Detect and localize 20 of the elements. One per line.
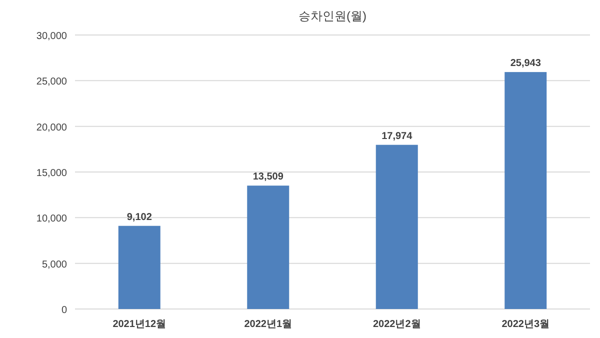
- bar: [118, 226, 160, 309]
- data-label: 13,509: [252, 172, 284, 183]
- data-label: 17,974: [382, 130, 413, 142]
- x-tick-label: 2022년1월: [244, 319, 292, 330]
- chart-title: 승차인원(월): [298, 9, 366, 23]
- x-tick-label: 2021년12월: [112, 319, 166, 330]
- bar: [376, 144, 418, 309]
- y-tick-label: 5,000: [42, 259, 68, 270]
- data-label: 9,102: [126, 212, 152, 223]
- y-tick-label: 25,000: [36, 76, 68, 88]
- x-tick-label: 2022년3월: [502, 319, 550, 330]
- x-tick-label: 2022년2월: [372, 319, 421, 330]
- bar: [247, 186, 290, 309]
- data-label: 25,943: [510, 58, 542, 70]
- y-tick-label: 15,000: [36, 168, 68, 179]
- y-tick-label: 30,000: [36, 31, 68, 42]
- bar: [504, 72, 547, 309]
- y-tick-label: 0: [61, 305, 68, 316]
- y-tick-label: 20,000: [36, 122, 68, 134]
- y-tick-label: 10,000: [36, 214, 68, 225]
